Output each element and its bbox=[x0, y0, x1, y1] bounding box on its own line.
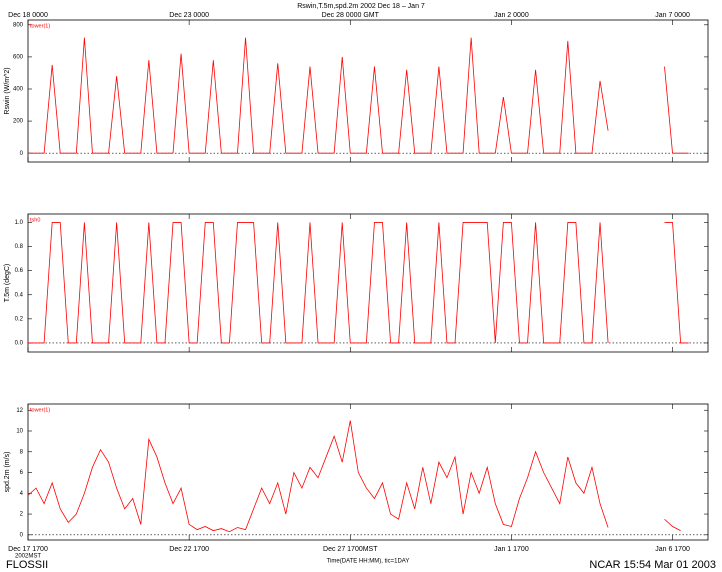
y-tick-label: 8 bbox=[20, 449, 24, 455]
y-tick-label: 0.8 bbox=[15, 244, 24, 250]
x2-tick-label: Dec 23 0000 bbox=[169, 12, 209, 19]
footer-left: FLOSSII bbox=[6, 559, 48, 571]
y-tick-label: 0 bbox=[20, 532, 24, 538]
x2-tick-label: Jan 2 0000 bbox=[494, 12, 529, 19]
x-tick-label: Jan 6 1700 bbox=[655, 546, 690, 553]
x2-tick-label: Dec 28 0000 GMT bbox=[322, 12, 380, 19]
y-axis-label: T.5m (degC) bbox=[4, 264, 11, 303]
y-tick-label: 0.0 bbox=[15, 341, 24, 347]
y-tick-label: 0.4 bbox=[15, 292, 24, 298]
x-tick-label: Dec 27 1700MST bbox=[323, 546, 378, 553]
y-tick-label: 0 bbox=[20, 151, 24, 157]
y-tick-label: 12 bbox=[16, 408, 23, 414]
y-tick-label: 1.0 bbox=[15, 220, 24, 226]
y-tick-label: 0.6 bbox=[15, 268, 24, 274]
x-axis-label: Time(DATE HH:MM), tic=1DAY bbox=[327, 559, 410, 565]
y-axis-label: spd.2m (m/s) bbox=[4, 452, 11, 493]
panel-tag: tsh0 bbox=[30, 217, 40, 223]
panel-tag: tower(1) bbox=[30, 407, 50, 413]
y-tick-label: 4 bbox=[20, 491, 24, 497]
data-line bbox=[27, 420, 681, 533]
chart-title: Rswin,T.5m,spd.2m 2002 Dec 18 – Jan 7 bbox=[297, 3, 425, 10]
x-tick-label: Dec 22 1700 bbox=[169, 546, 209, 553]
y-tick-label: 2 bbox=[20, 512, 24, 518]
y-tick-label: 600 bbox=[13, 54, 24, 60]
x-tick-label: Dec 17 1700 bbox=[8, 546, 48, 553]
y-tick-label: 6 bbox=[20, 470, 24, 476]
data-line bbox=[28, 37, 689, 154]
x-tick-label: Jan 1 1700 bbox=[494, 546, 529, 553]
plot-frame bbox=[27, 19, 709, 163]
data-line bbox=[28, 222, 689, 344]
x2-tick-label: Dec 18 0000 bbox=[8, 12, 48, 19]
x2-tick-label: Jan 7 0000 bbox=[655, 12, 690, 19]
y-tick-label: 0.2 bbox=[15, 316, 24, 322]
plot-frame bbox=[27, 213, 709, 353]
y-tick-label: 400 bbox=[13, 87, 24, 93]
x-sublabel: 2002MST bbox=[15, 554, 41, 560]
panel-tag: tower(1) bbox=[30, 23, 50, 29]
footer-right: NCAR 15:54 Mar 01 2003 bbox=[589, 559, 716, 571]
y-tick-label: 10 bbox=[16, 429, 23, 435]
y-tick-label: 200 bbox=[13, 119, 24, 125]
plot-frame bbox=[27, 403, 709, 541]
y-axis-label: Rswin (W/m^2) bbox=[4, 67, 11, 114]
y-tick-label: 800 bbox=[13, 22, 24, 28]
